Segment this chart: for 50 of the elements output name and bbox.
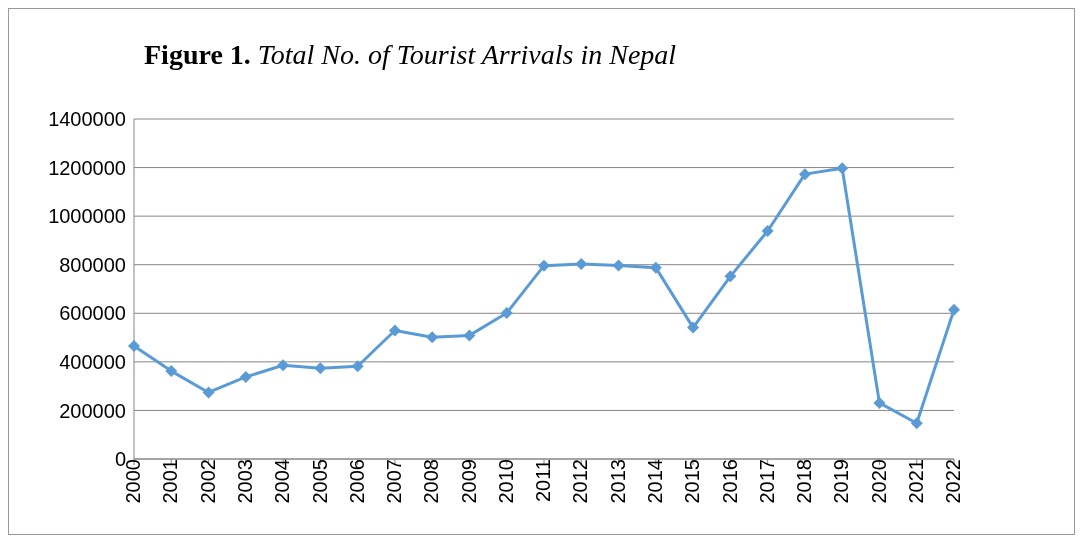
x-tick-label: 2002 xyxy=(196,459,219,504)
chart-title: Figure 1. Total No. of Tourist Arrivals in Nepal xyxy=(144,39,677,70)
x-tick-label: 2006 xyxy=(345,459,368,504)
point xyxy=(687,321,700,334)
x-tick-label: 2015 xyxy=(681,459,704,504)
point xyxy=(761,224,774,237)
x-tick-label: 2008 xyxy=(420,459,443,504)
x-tick-label: 2012 xyxy=(569,459,592,504)
point xyxy=(798,168,811,181)
point xyxy=(426,331,439,344)
point xyxy=(910,417,923,430)
point xyxy=(500,307,513,320)
point xyxy=(165,365,178,378)
x-tick-label: 2021 xyxy=(904,459,927,504)
y-tick-label: 200000 xyxy=(59,399,126,422)
point xyxy=(202,386,215,399)
x-tick-label: 2017 xyxy=(755,459,778,504)
point xyxy=(538,259,550,272)
x-tick-label: 2009 xyxy=(457,459,480,504)
x-tick-label: 2004 xyxy=(271,459,294,504)
x-tick-label: 2005 xyxy=(308,459,331,504)
y-tick-label: 600000 xyxy=(59,302,126,325)
x-tick-label: 2010 xyxy=(494,459,517,504)
x-tick-label: 2016 xyxy=(718,459,741,504)
point xyxy=(612,259,625,272)
x-tick-label: 2020 xyxy=(867,459,890,504)
point xyxy=(836,162,849,175)
x-tick-label: 2019 xyxy=(830,459,853,504)
y-tick-label: 1200000 xyxy=(48,156,126,179)
point xyxy=(314,362,327,375)
x-tick-label: 2022 xyxy=(942,459,965,504)
point xyxy=(873,396,886,409)
y-tick-label: 1400000 xyxy=(48,108,126,131)
x-tick-label: 2013 xyxy=(606,459,629,504)
x-tick-label: 2018 xyxy=(793,459,816,504)
point xyxy=(239,370,252,383)
x-tick-label: 2011 xyxy=(532,459,555,503)
y-tick-label: 400000 xyxy=(59,350,126,373)
point xyxy=(128,340,140,353)
y-tick-label: 800000 xyxy=(59,253,126,276)
point xyxy=(948,303,960,316)
point xyxy=(277,359,290,372)
x-tick-label: 2007 xyxy=(383,459,406,504)
x-tick-label: 2014 xyxy=(644,459,667,504)
y-tick-label: 1000000 xyxy=(48,205,126,228)
point xyxy=(388,324,401,337)
point xyxy=(724,270,737,283)
point xyxy=(463,329,476,342)
x-tick-label: 2003 xyxy=(234,459,257,504)
x-tick-label: 2001 xyxy=(159,459,182,504)
